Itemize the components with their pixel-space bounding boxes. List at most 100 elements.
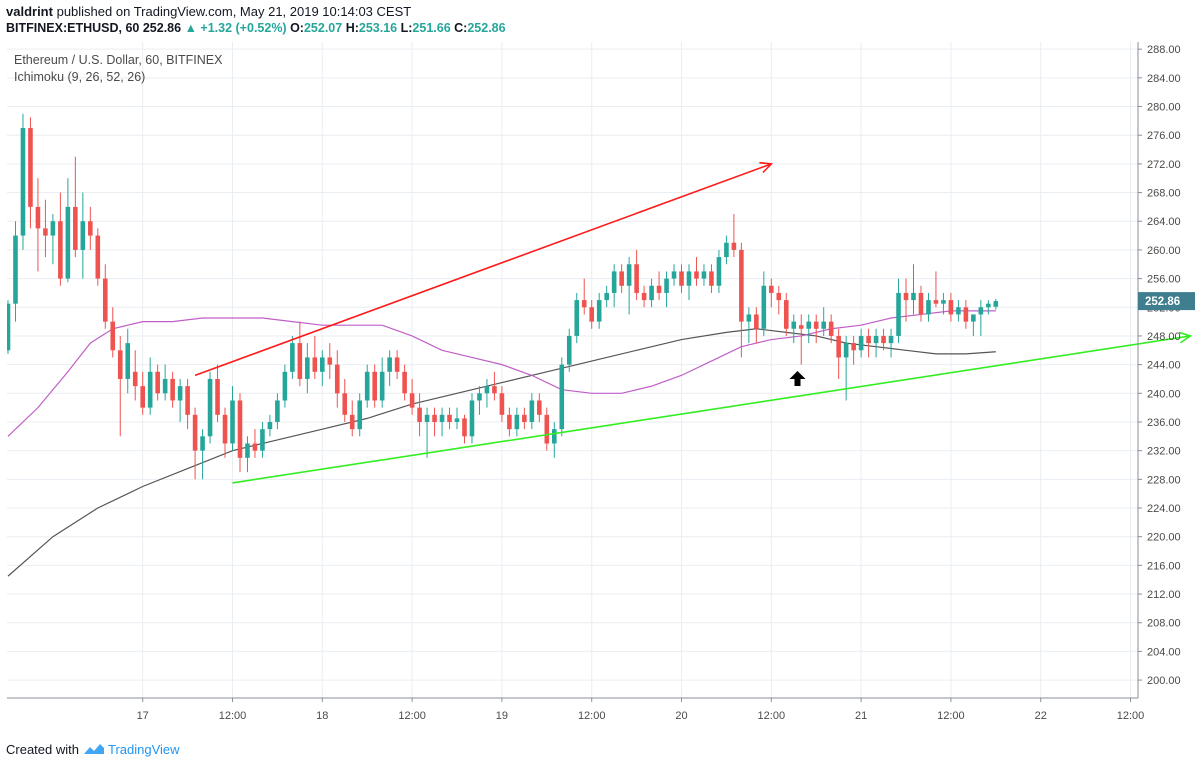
candle-body bbox=[50, 221, 56, 236]
candle-body bbox=[761, 285, 767, 329]
candle-body bbox=[222, 414, 228, 444]
candle-body bbox=[117, 350, 123, 379]
price-chart[interactable]: 288.00 284.00 280.00 276.00 272.00 268.00 264.… bbox=[7, 42, 1196, 736]
y-tick-label: 276.00 bbox=[1147, 130, 1181, 142]
candle-body bbox=[140, 386, 146, 408]
low-value: 251.66 bbox=[412, 21, 451, 35]
candle-body bbox=[147, 371, 153, 408]
resistance-trend-line bbox=[194, 163, 772, 377]
candle-body bbox=[132, 371, 138, 387]
candle-body bbox=[956, 307, 961, 315]
price-change: +1.32 (+0.52%) bbox=[200, 21, 287, 35]
candle-body bbox=[858, 335, 864, 351]
candle-body bbox=[102, 278, 108, 322]
candle-body bbox=[911, 292, 916, 301]
candle-body bbox=[200, 436, 205, 451]
candle-body bbox=[110, 321, 116, 351]
x-tick-label: 22 bbox=[1035, 710, 1047, 722]
candle-body bbox=[492, 386, 497, 394]
candle-body bbox=[649, 285, 654, 301]
y-tick-label: 256.00 bbox=[1147, 274, 1181, 286]
candle-body bbox=[364, 371, 370, 401]
candle-body bbox=[432, 414, 437, 422]
candle-body bbox=[95, 235, 101, 279]
last-price-tag bbox=[1138, 292, 1195, 311]
candle-body bbox=[65, 206, 71, 279]
candle-body bbox=[993, 301, 999, 307]
up-arrow-icon bbox=[789, 370, 806, 386]
candle-body bbox=[948, 300, 954, 315]
candle-body bbox=[230, 400, 235, 444]
candle-body bbox=[522, 414, 527, 422]
candle-body bbox=[986, 303, 991, 308]
x-tick-label: 12:00 bbox=[398, 710, 426, 722]
candle-body bbox=[349, 414, 355, 430]
y-tick-label: 288.00 bbox=[1147, 44, 1181, 56]
candle-body bbox=[162, 378, 168, 394]
candle-body bbox=[656, 285, 662, 293]
candle-body bbox=[320, 357, 325, 372]
candle-body bbox=[843, 343, 849, 358]
y-tick-label: 232.00 bbox=[1147, 446, 1181, 458]
candle-body bbox=[836, 335, 841, 358]
candle-body bbox=[881, 335, 886, 344]
symbol-label: BITFINEX:ETHUSD, 60 bbox=[6, 21, 140, 35]
author-name[interactable]: valdrint bbox=[6, 4, 53, 19]
candle-body bbox=[806, 321, 812, 329]
chart-grid bbox=[7, 42, 1138, 698]
indicator-label[interactable]: Ichimoku (9, 26, 52, 26) bbox=[14, 70, 146, 84]
y-tick-label: 244.00 bbox=[1147, 360, 1181, 372]
chart-title[interactable]: Ethereum / U.S. Dollar, 60, BITFINEX bbox=[14, 53, 223, 67]
high-label: H: bbox=[345, 21, 359, 35]
candle-body bbox=[43, 228, 48, 236]
candle-body bbox=[507, 414, 512, 430]
close-label: C: bbox=[454, 21, 468, 35]
candle-body bbox=[484, 386, 490, 394]
candle-body bbox=[290, 343, 295, 372]
y-tick-label: 212.00 bbox=[1147, 589, 1181, 601]
y-tick-label: 284.00 bbox=[1147, 73, 1181, 85]
candle-body bbox=[170, 378, 175, 401]
candle-body bbox=[192, 414, 198, 451]
x-tick-label: 12:00 bbox=[937, 710, 965, 722]
candle-body bbox=[813, 321, 819, 329]
candle-body bbox=[851, 343, 856, 351]
candle-body bbox=[926, 300, 931, 315]
y-tick-label: 200.00 bbox=[1147, 675, 1181, 687]
candle-body bbox=[312, 357, 318, 372]
candle-body bbox=[58, 221, 63, 279]
created-with-label: Created with bbox=[6, 742, 79, 757]
x-tick-label: 12:00 bbox=[219, 710, 247, 722]
open-value: 252.07 bbox=[303, 21, 343, 35]
candle-body bbox=[125, 343, 131, 379]
candle-body bbox=[791, 321, 797, 329]
candle-body bbox=[611, 271, 617, 293]
y-tick-label: 248.00 bbox=[1147, 331, 1181, 343]
candle-body bbox=[634, 264, 639, 293]
candle-body bbox=[574, 300, 580, 336]
y-tick-label: 264.00 bbox=[1147, 216, 1181, 228]
candle-body bbox=[776, 292, 782, 301]
y-tick-label: 220.00 bbox=[1147, 532, 1181, 544]
candle-body bbox=[499, 393, 505, 415]
candle-body bbox=[394, 357, 400, 372]
candle-body bbox=[477, 393, 482, 401]
candle-body bbox=[275, 400, 280, 422]
candle-body bbox=[252, 443, 258, 451]
candle-body bbox=[873, 335, 879, 344]
y-tick-label: 272.00 bbox=[1147, 159, 1181, 171]
candle-body bbox=[971, 314, 976, 322]
candle-body bbox=[35, 206, 41, 229]
candle-body bbox=[798, 325, 804, 329]
publish-info: valdrint published on TradingView.com, M… bbox=[6, 4, 411, 19]
tradingview-logo-icon bbox=[83, 744, 104, 754]
candle-body bbox=[731, 242, 737, 250]
y-tick-label: 236.00 bbox=[1147, 417, 1181, 429]
tradingview-brand-link[interactable]: TradingView bbox=[108, 742, 180, 757]
candle-body bbox=[372, 371, 377, 401]
candle-body bbox=[978, 307, 984, 315]
candle-body bbox=[589, 307, 595, 322]
candle-body bbox=[664, 278, 669, 293]
support-trend-line bbox=[232, 335, 1191, 484]
candle-body bbox=[581, 300, 587, 308]
